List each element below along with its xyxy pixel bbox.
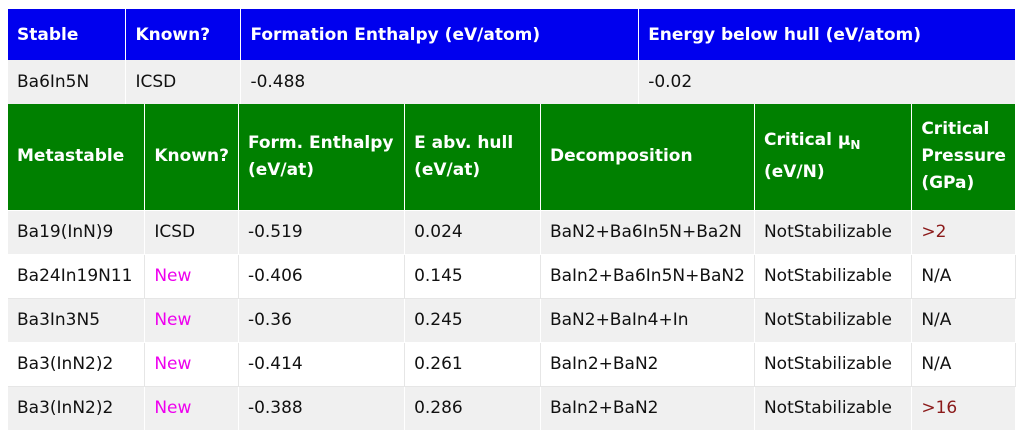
row-enthalpy: -0.388	[238, 385, 406, 430]
row-formula: Ba3(InN2)2	[8, 385, 146, 430]
header-e-abv-hull-line1: E abv. hull	[414, 132, 514, 153]
row-decomposition: BaIn2+Ba6In5N+BaN2	[540, 253, 755, 299]
stable-e-hull: -0.02	[638, 60, 1016, 104]
row-e-hull: 0.245	[404, 297, 541, 342]
stable-row: Ba6In5N ICSD -0.488 -0.02	[8, 60, 1016, 104]
row-critical-mu: NotStabilizable	[754, 209, 913, 254]
stable-table: Stable Known? Formation Enthalpy (eV/ato…	[8, 9, 1016, 104]
row-critical-mu: NotStabilizable	[754, 253, 913, 299]
header-form-enthalpy-line1: Form. Enthalpy	[247, 132, 394, 153]
table-row: Ba3(InN2)2 New -0.414 0.261 BaIn2+BaN2 N…	[8, 341, 1016, 387]
header-known: Known?	[144, 104, 239, 210]
metastable-header-row: Metastable Known? Form. Enthalpy (eV/at)…	[8, 104, 1016, 210]
header-critical-mu-line1: Critical μN	[764, 127, 902, 159]
row-enthalpy: -0.414	[238, 341, 406, 387]
row-decomposition: BaIn2+BaN2	[540, 385, 755, 430]
header-critical-pressure-line1: Critical	[921, 119, 990, 140]
row-critical-mu: NotStabilizable	[754, 385, 913, 430]
header-energy-below-hull: Energy below hull (eV/atom)	[638, 9, 1016, 60]
table-row: Ba19(InN)9 ICSD -0.519 0.024 BaN2+Ba6In5…	[8, 209, 1016, 254]
row-known: ICSD	[144, 209, 239, 254]
row-critical-pressure: N/A	[911, 341, 1016, 387]
row-formula: Ba3(InN2)2	[8, 341, 146, 387]
stable-enthalpy: -0.488	[240, 60, 640, 104]
table-row: Ba3(InN2)2 New -0.388 0.286 BaIn2+BaN2 N…	[8, 385, 1016, 430]
header-critical-pressure-line3: (GPa)	[921, 173, 975, 194]
row-known: New	[144, 297, 239, 342]
row-decomposition: BaN2+Ba6In5N+Ba2N	[540, 209, 755, 254]
header-critical-mu: Critical μN (eV/N)	[754, 104, 913, 210]
row-critical-pressure: N/A	[911, 297, 1016, 342]
row-e-hull: 0.024	[404, 209, 541, 254]
header-stable: Stable	[8, 9, 127, 60]
row-enthalpy: -0.406	[238, 253, 406, 299]
row-known: New	[144, 385, 239, 430]
row-e-hull: 0.261	[404, 341, 541, 387]
row-critical-mu: NotStabilizable	[754, 341, 913, 387]
row-decomposition: BaN2+BaIn4+In	[540, 297, 755, 342]
header-formation-enthalpy: Formation Enthalpy (eV/atom)	[240, 9, 640, 60]
table-row: Ba3In3N5 New -0.36 0.245 BaN2+BaIn4+In N…	[8, 297, 1016, 342]
stable-known: ICSD	[125, 60, 242, 104]
header-metastable: Metastable	[8, 104, 146, 210]
row-critical-pressure: N/A	[911, 253, 1016, 299]
row-formula: Ba3In3N5	[8, 297, 146, 342]
header-critical-mu-unit: (eV/N)	[763, 162, 825, 183]
row-decomposition: BaIn2+BaN2	[540, 341, 755, 387]
header-known: Known?	[125, 9, 242, 60]
row-critical-pressure: >16	[911, 385, 1016, 430]
row-known: New	[144, 341, 239, 387]
header-decomposition: Decomposition	[540, 104, 755, 210]
row-enthalpy: -0.36	[238, 297, 406, 342]
header-critical-mu-sub: N	[850, 138, 861, 153]
header-form-enthalpy-line2: (eV/at)	[247, 159, 314, 180]
header-form-enthalpy: Form. Enthalpy (eV/at)	[238, 104, 406, 210]
stable-header-row: Stable Known? Formation Enthalpy (eV/ato…	[8, 9, 1016, 60]
row-critical-pressure: >2	[911, 209, 1016, 254]
header-critical-mu-prefix: Critical μ	[763, 130, 851, 151]
row-critical-mu: NotStabilizable	[754, 297, 913, 342]
row-known: New	[144, 253, 239, 299]
row-e-hull: 0.286	[404, 385, 541, 430]
row-e-hull: 0.145	[404, 253, 541, 299]
table-row: Ba24In19N11 New -0.406 0.145 BaIn2+Ba6In…	[8, 253, 1016, 299]
stable-formula: Ba6In5N	[8, 60, 127, 104]
header-e-abv-hull-line2: (eV/at)	[414, 159, 481, 180]
row-enthalpy: -0.519	[238, 209, 406, 254]
header-e-abv-hull: E abv. hull (eV/at)	[404, 104, 541, 210]
header-critical-pressure: Critical Pressure (GPa)	[911, 104, 1016, 210]
row-formula: Ba24In19N11	[8, 253, 146, 299]
header-critical-pressure-line2: Pressure	[921, 146, 1006, 167]
metastable-table: Metastable Known? Form. Enthalpy (eV/at)…	[8, 104, 1016, 430]
row-formula: Ba19(InN)9	[8, 209, 146, 254]
